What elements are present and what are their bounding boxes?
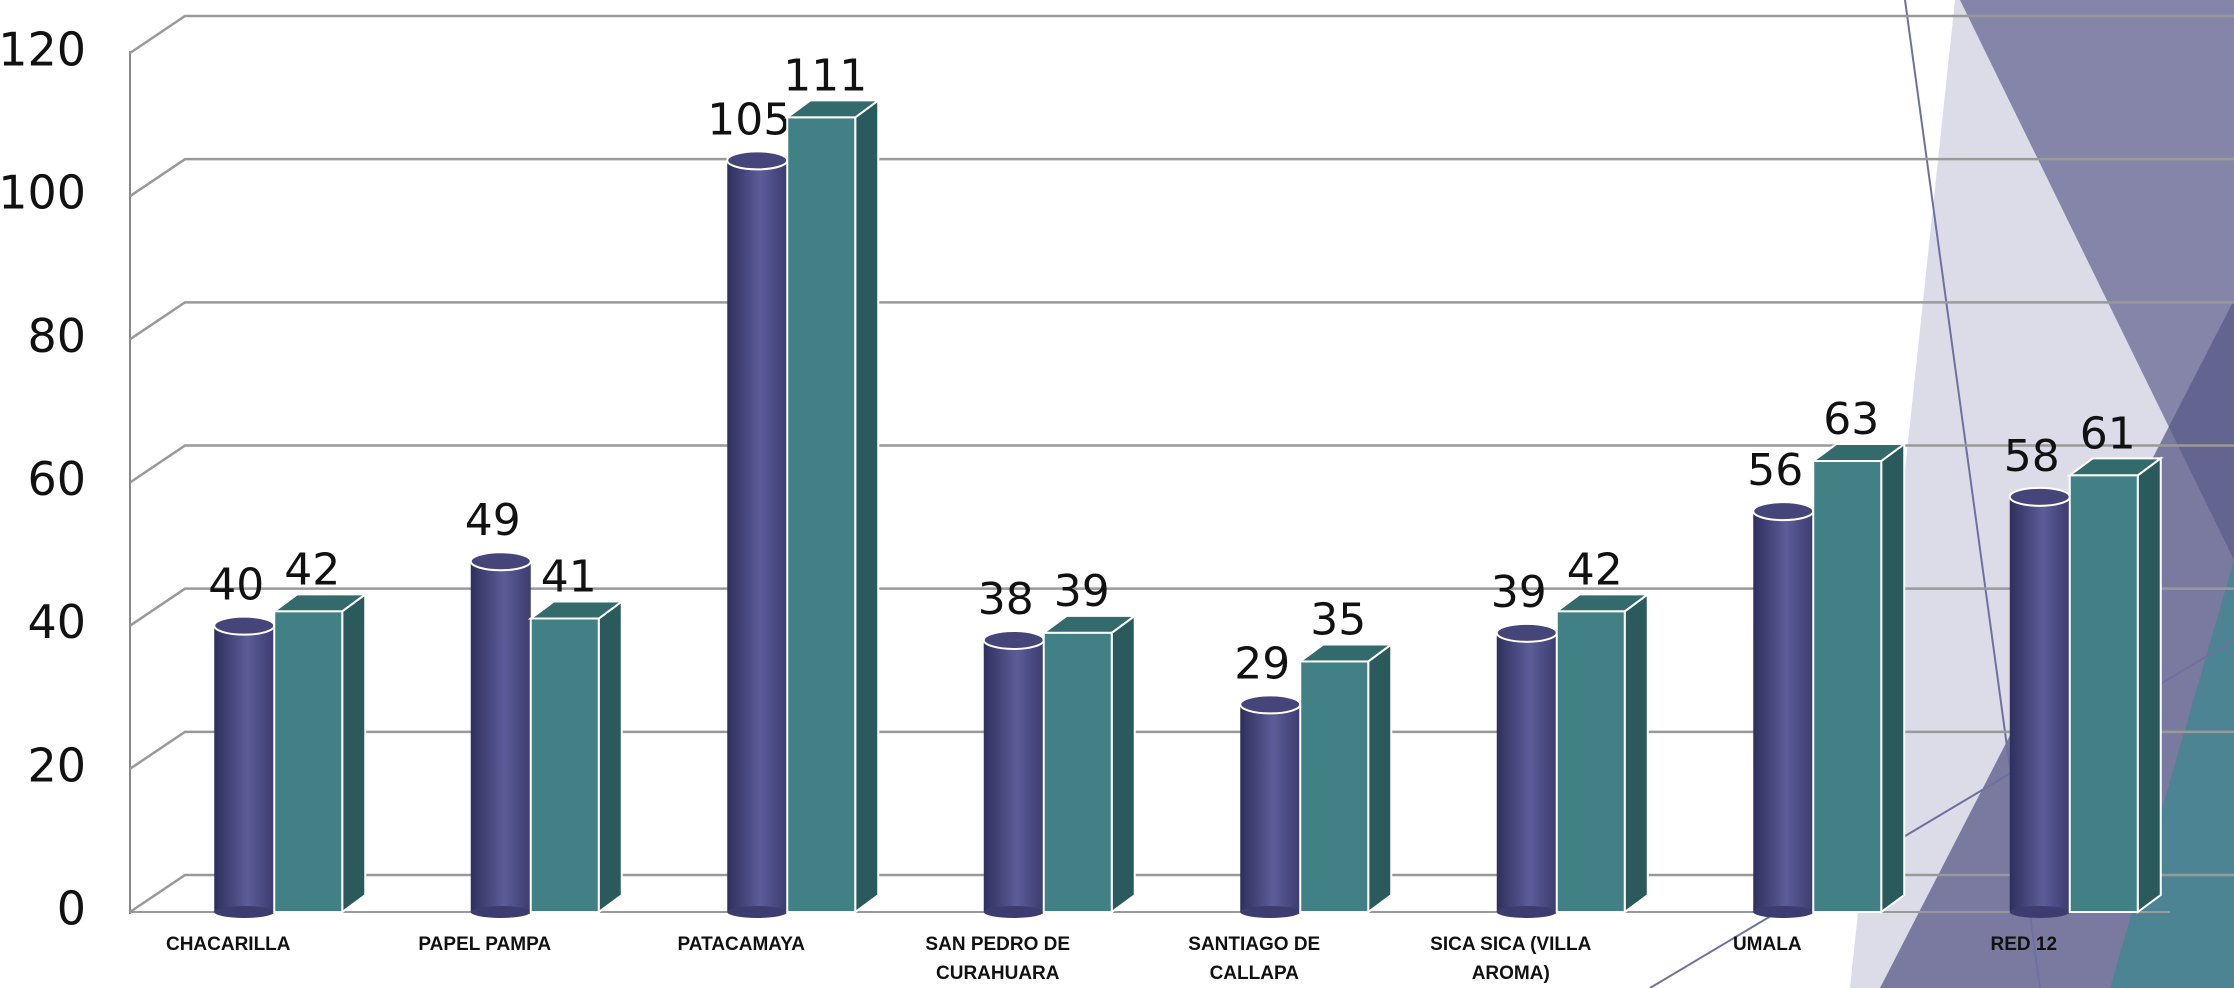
value-label: 58	[2004, 431, 2060, 482]
bar-top	[1752, 501, 1815, 522]
x-tick-label: SAN PEDRO DE CURAHUARA	[925, 934, 1071, 984]
bar	[469, 551, 532, 918]
x-tick-label: UMALA	[1732, 934, 1802, 955]
x-tick-label: PATACAMAYA	[677, 934, 805, 955]
value-label: 63	[1823, 394, 1879, 445]
bar-front	[1812, 460, 1883, 913]
bar-body	[983, 639, 1044, 912]
bar	[784, 98, 882, 914]
bar-side	[1623, 592, 1649, 914]
bar-bottom	[983, 906, 1044, 918]
bar	[726, 150, 789, 918]
bar	[1752, 501, 1815, 918]
bar	[982, 629, 1045, 918]
bar-top	[2008, 486, 2071, 507]
bar	[1810, 442, 1908, 914]
value-label: 61	[2080, 408, 2136, 459]
bar-side	[2136, 456, 2162, 914]
bar-top	[982, 629, 1045, 650]
bar-bottom	[1240, 906, 1301, 918]
bar	[213, 615, 276, 918]
bar-bottom	[470, 906, 531, 918]
grid-line	[129, 157, 2234, 198]
bar-body	[2009, 496, 2070, 912]
bar-side	[1367, 642, 1393, 914]
bar-front	[1555, 610, 1626, 913]
y-tick-label: 20	[27, 738, 86, 792]
y-tick-label: 120	[0, 23, 86, 77]
x-tick-label: CHACARILLA	[165, 934, 291, 955]
bar-bottom	[2009, 906, 2070, 918]
value-label: 38	[978, 574, 1034, 625]
bar-side	[1880, 442, 1906, 914]
value-label: 39	[1491, 567, 1547, 618]
y-tick-label: 80	[27, 309, 86, 363]
bar-body	[1496, 632, 1557, 912]
bar-body	[727, 160, 788, 912]
x-tick-label: SANTIAGO DE CALLAPA	[1188, 934, 1321, 984]
value-label: 111	[783, 50, 867, 101]
bar-front	[1042, 631, 1113, 913]
bar-top	[469, 551, 532, 572]
bar	[1495, 622, 1558, 918]
x-tick-label: PAPEL PAMPA	[418, 934, 552, 955]
grid-line	[129, 587, 2234, 627]
grid-line	[129, 301, 2234, 341]
value-label: 105	[707, 94, 791, 145]
bar	[527, 599, 625, 914]
bar-top	[213, 615, 276, 636]
value-label: 35	[1310, 594, 1366, 645]
bar-front	[1299, 660, 1370, 913]
bar-side	[597, 599, 623, 914]
value-label: 40	[208, 560, 264, 611]
bar-body	[470, 561, 531, 912]
bar-side	[854, 98, 880, 914]
bar-body	[1240, 704, 1301, 912]
bar-body	[1753, 511, 1814, 912]
y-tick-label: 60	[27, 452, 86, 506]
bar-front	[2068, 474, 2139, 913]
bar-bottom	[1496, 906, 1557, 918]
value-label: 42	[284, 544, 340, 595]
bar-front	[273, 610, 344, 913]
x-tick-label: SICA SICA (VILLA AROMA)	[1430, 934, 1592, 984]
bar	[1239, 694, 1302, 918]
bar-top	[1239, 694, 1302, 715]
bar-bottom	[727, 906, 788, 918]
x-tick-label: RED 12	[1990, 934, 2058, 955]
value-label: 39	[1054, 566, 1110, 617]
bar	[2066, 456, 2164, 914]
bar-body	[214, 625, 275, 912]
bar-side	[341, 592, 367, 914]
bar	[2008, 486, 2071, 918]
value-label: 56	[1747, 445, 1803, 496]
bar-bottom	[1753, 906, 1814, 918]
bar	[1040, 613, 1138, 914]
value-label: 49	[465, 495, 521, 546]
y-tick-label: 0	[57, 882, 86, 936]
bar-front	[786, 116, 857, 914]
y-tick-label: 40	[27, 595, 86, 649]
bar-side	[1110, 613, 1136, 914]
bar	[271, 592, 369, 914]
bar-bottom	[214, 906, 275, 918]
value-label: 29	[1234, 638, 1290, 689]
grid-line	[129, 444, 2234, 484]
bar-top	[726, 150, 789, 171]
bar-top	[1495, 622, 1558, 643]
value-label: 42	[1567, 544, 1623, 595]
value-label: 41	[541, 552, 597, 603]
y-tick-label: 100	[0, 166, 86, 220]
bar	[1297, 642, 1395, 914]
grid-line	[129, 14, 2234, 55]
bar-front	[529, 617, 600, 914]
bar	[1553, 592, 1651, 914]
